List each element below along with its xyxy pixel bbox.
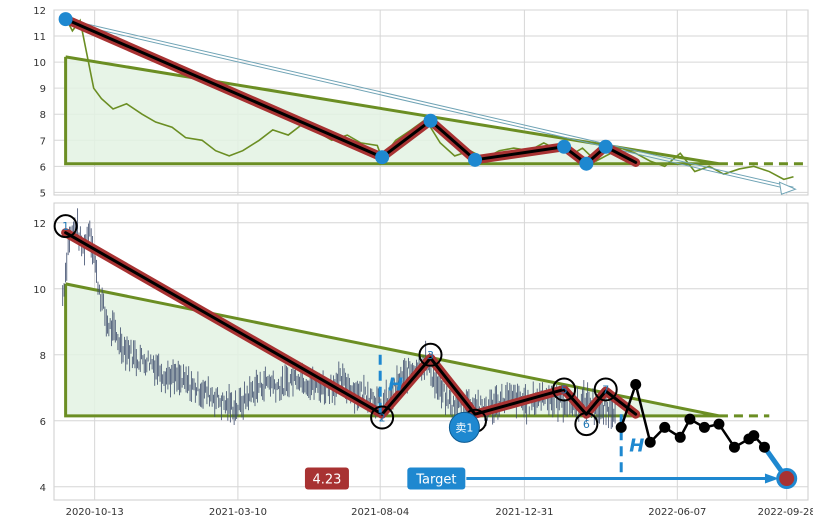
bottom-wave-label-circle: [418, 342, 443, 367]
bottom-xtick-label: 2021-03-10: [209, 507, 267, 518]
bottom-height-label: H: [388, 375, 403, 396]
bottom-projection-point: [630, 379, 642, 390]
bottom-projection-point: [698, 421, 710, 433]
bottom-projection-point: [728, 441, 740, 453]
bottom-sell-marker: [448, 411, 480, 443]
top-ytick-label: 8: [40, 110, 46, 121]
bottom-value-text: 4.23: [312, 473, 341, 488]
bottom-projection-point: [659, 421, 671, 433]
bottom-wave-label-circle: [370, 405, 395, 430]
top-wave-marker: [579, 156, 594, 171]
top-wave-marker: [598, 139, 613, 154]
bottom-target-text: Target: [415, 473, 456, 488]
bottom-projection-point: [758, 441, 770, 453]
bottom-projection-point: [615, 421, 627, 433]
top-wave-marker: [58, 12, 73, 27]
bottom-xtick-label: 2020-10-13: [66, 507, 124, 518]
top-trend-arrow-line: [65, 21, 794, 191]
bottom-wave-label-circle: [552, 377, 577, 402]
bottom-height-label: H: [629, 436, 644, 457]
bottom-ytick-label: 12: [33, 219, 46, 230]
bottom-xtick-label: 2021-08-04: [351, 507, 409, 518]
bottom-wave-label: 3: [427, 349, 434, 362]
bottom-ytick-label: 10: [33, 285, 46, 296]
bottom-projection-point: [748, 430, 760, 442]
top-ytick-label: 5: [40, 188, 46, 199]
bottom-target-arrow-head: [764, 473, 779, 484]
bottom-ytick-label: 6: [40, 417, 46, 428]
top-ytick-label: 7: [40, 136, 46, 147]
bottom-wave-label: 1: [62, 220, 69, 233]
bottom-wave-label-circle: [574, 412, 599, 437]
bottom-wave-label-circle: [53, 214, 78, 239]
bottom-xtick-label: 2021-12-31: [495, 507, 553, 518]
top-wave-marker: [468, 152, 483, 167]
bottom-ytick-label: 4: [40, 483, 46, 494]
top-triangle-outline: [64, 55, 720, 166]
top-panel: 5 6 7 8 9 10 11 12: [33, 6, 809, 199]
bottom-sell-marker-label: 卖1: [455, 421, 473, 434]
bottom-wave-line: [64, 231, 638, 416]
top-ytick-label: 9: [40, 84, 46, 95]
bottom-ytick-label: 8: [40, 351, 46, 362]
top-trend-arrow-head: [778, 181, 797, 195]
bottom-projection-point: [713, 418, 725, 430]
bottom-xtick-label: 2022-06-07: [648, 507, 706, 518]
bottom-projection-point: [644, 436, 656, 448]
top-ytick-label: 11: [33, 32, 46, 43]
bottom-xtick-label: 2022-09-28: [758, 507, 813, 518]
top-trend-arrow-line: [65, 18, 794, 188]
bottom-wave-label: 2: [379, 412, 386, 425]
bottom-projection-point: [674, 431, 686, 443]
top-ytick-label: 12: [33, 6, 46, 17]
bottom-wave-label: 6: [583, 418, 590, 431]
top-ytick-label: 10: [33, 58, 46, 69]
bottom-target-box: [407, 467, 466, 490]
top-triangle-fill: [65, 56, 719, 164]
bottom-wave-label: 5: [561, 383, 568, 396]
bottom-wave-label: 7: [602, 383, 609, 396]
bottom-value-box: [304, 467, 349, 490]
bottom-wave-label-circle: [593, 377, 618, 402]
top-ytick-label: 6: [40, 162, 46, 173]
bottom-target-point: [776, 468, 798, 490]
top-wave-marker: [375, 150, 390, 165]
top-wave-marker: [423, 113, 438, 128]
bottom-projection-point: [684, 413, 696, 425]
top-wave-marker: [557, 139, 572, 154]
